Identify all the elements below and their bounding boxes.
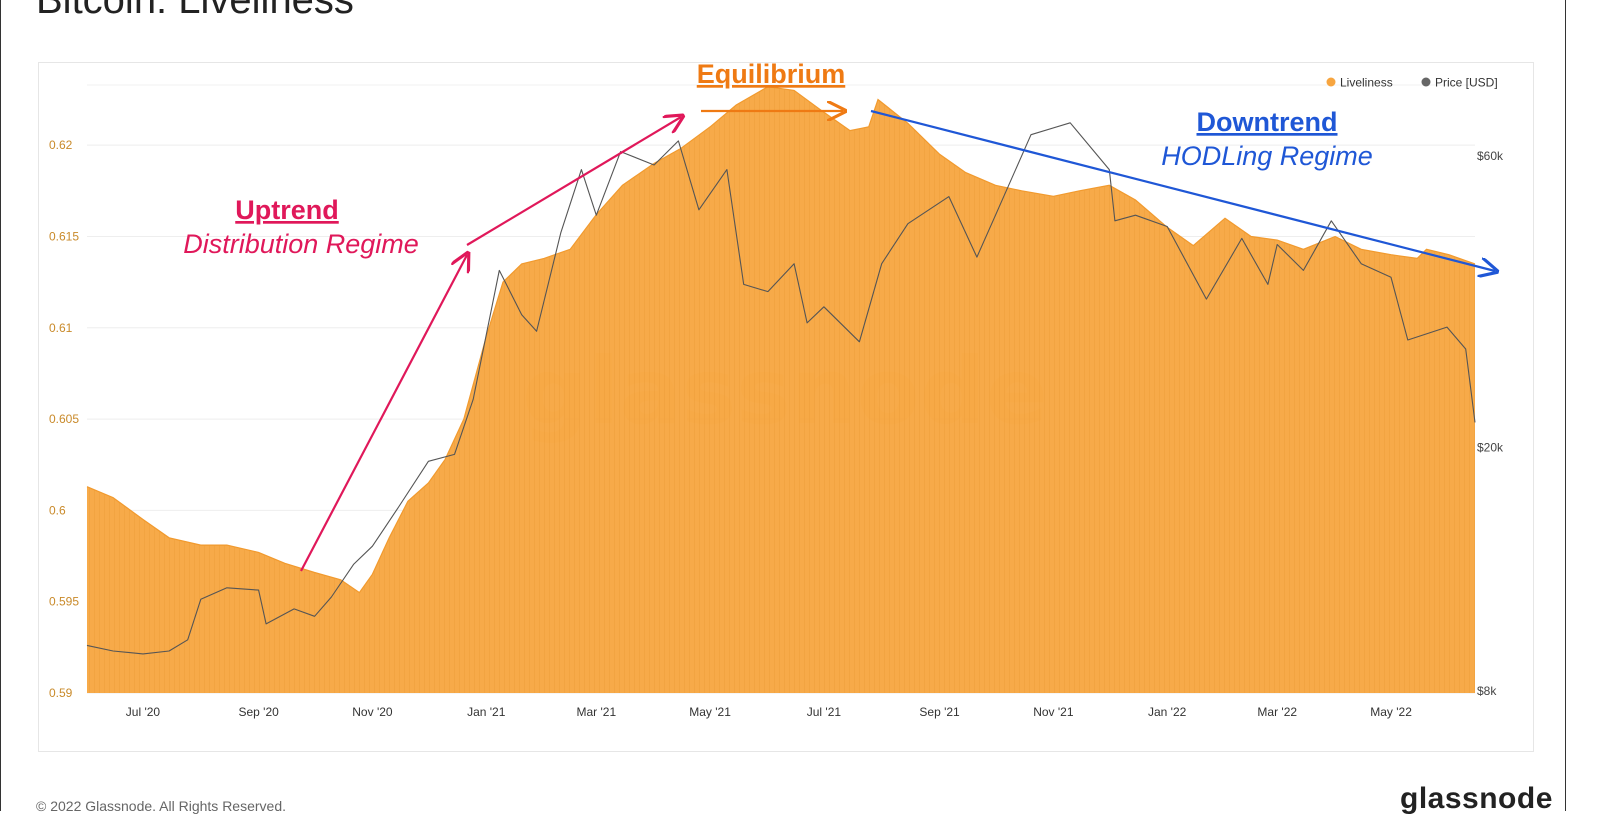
annotation-equilibrium: Equilibrium — [697, 63, 846, 111]
x-tick-label: Nov '20 — [352, 705, 393, 719]
x-tick-label: May '22 — [1370, 705, 1412, 719]
x-tick-label: Jan '22 — [1148, 705, 1187, 719]
annotation-downtrend-sublabel: HODLing Regime — [1161, 141, 1373, 171]
y-right-tick-label: $20k — [1477, 441, 1504, 455]
legend-label-liveliness: Liveliness — [1340, 76, 1393, 90]
uptrend-arrow — [300, 255, 467, 572]
page-title: Bitcoin: Liveliness — [36, 0, 354, 22]
annotation-uptrend-label: Uptrend — [235, 195, 339, 225]
legend: Liveliness Price [USD] — [1326, 76, 1498, 90]
page-frame — [0, 0, 1566, 811]
x-tick-label: Nov '21 — [1033, 705, 1074, 719]
legend-swatch-liveliness — [1326, 77, 1336, 87]
axis-ticks: 0.59 0.595 0.6 0.605 0.61 0.615 0.62 $8k $20k $60… — [49, 138, 1504, 719]
x-tick-label: May '21 — [689, 705, 731, 719]
liveliness-line — [86, 86, 1476, 594]
x-tick-label: Jul '20 — [126, 705, 161, 719]
x-tick-label: Mar '21 — [576, 705, 616, 719]
x-tick-label: Sep '21 — [919, 705, 960, 719]
x-tick-label: Mar '22 — [1257, 705, 1297, 719]
y-left-tick-label: 0.615 — [49, 229, 79, 243]
annotation-equilibrium-label: Equilibrium — [697, 63, 846, 89]
y-left-tick-label: 0.6 — [49, 503, 66, 517]
y-left-tick-label: 0.59 — [49, 686, 73, 700]
y-left-tick-label: 0.62 — [49, 138, 73, 152]
y-left-tick-label: 0.61 — [49, 321, 73, 335]
x-tick-label: Jul '21 — [807, 705, 842, 719]
chart-container: glassnode 0.590.5950.60.6050.610.6150.62… — [38, 62, 1534, 752]
liveliness-chart: glassnode 0.590.5950.60.6050.610.6150.62… — [49, 63, 1504, 719]
copyright-text: © 2022 Glassnode. All Rights Reserved. — [36, 798, 287, 814]
y-left-tick-label: 0.595 — [49, 595, 79, 609]
legend-label-price: Price [USD] — [1435, 76, 1498, 90]
annotation-uptrend-sublabel: Distribution Regime — [183, 229, 419, 259]
y-right-tick-label: $8k — [1477, 684, 1497, 698]
uptrend-arrow-2 — [466, 117, 681, 246]
x-tick-label: Jan '21 — [467, 705, 506, 719]
annotation-uptrend: Uptrend Distribution Regime — [183, 117, 681, 572]
annotation-downtrend-label: Downtrend — [1197, 107, 1338, 137]
y-left-tick-label: 0.605 — [49, 412, 79, 426]
annotation-downtrend: Downtrend HODLing Regime — [870, 107, 1495, 271]
x-tick-label: Sep '20 — [238, 705, 279, 719]
y-right-tick-label: $60k — [1477, 149, 1504, 163]
glassnode-logo: glassnode — [1400, 782, 1553, 815]
legend-swatch-price — [1421, 77, 1431, 87]
liveliness-area-texture — [87, 86, 1475, 693]
price-line — [86, 122, 1476, 655]
downtrend-arrow — [870, 109, 1495, 271]
